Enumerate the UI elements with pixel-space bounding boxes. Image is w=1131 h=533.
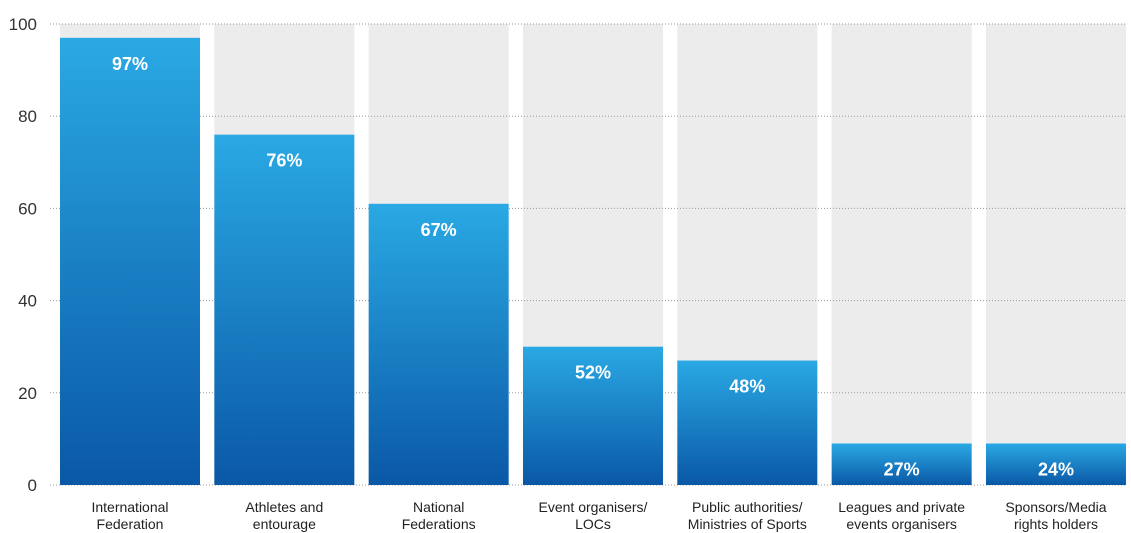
x-category-label-line: Federation [97,516,164,532]
x-category-label-line: LOCs [575,516,611,532]
bar [985,443,1126,485]
data-label: 97% [112,54,148,74]
y-tick-label: 40 [18,292,37,311]
x-axis-categories: International Federation Athletes and entou… [91,499,1106,532]
x-category-label: National Federations [402,499,476,532]
x-category-label-line: Leagues and private [838,499,965,515]
x-category-label-line: Sponsors/Media [1005,499,1106,515]
data-labels: 97% 76% 67% 52% 48% 27% 24% [112,54,1074,480]
bar [368,203,509,486]
x-category-label-line: International [91,499,168,515]
y-tick-label: 0 [28,476,37,495]
bar [214,134,355,485]
x-category-label: Athletes and entourage [245,499,323,532]
bar [677,360,818,485]
data-label: 48% [729,377,765,397]
x-category-label: Leagues and private events organisers [838,499,965,532]
data-label: 24% [1038,460,1074,480]
x-category-label-line: Federations [402,516,476,532]
x-category-label: International Federation [91,499,168,532]
y-tick-label: 100 [9,15,37,34]
data-label: 67% [421,220,457,240]
y-tick-label: 80 [18,107,37,126]
y-axis-ticks: 0 20 40 60 80 100 [9,15,37,495]
x-category-label-line: National [413,499,464,515]
bar [831,443,972,485]
x-category-label-line: Ministries of Sports [688,516,807,532]
background-column [831,24,972,485]
x-category-label: Public authorities/Ministries of Sports [688,499,807,532]
data-label: 76% [266,151,302,171]
x-category-label-line: Public authorities/ [692,499,803,515]
x-category-label: Event organisers/LOCs [539,499,648,532]
x-category-label-line: Athletes and [245,499,323,515]
x-category-label-line: Event organisers/ [539,499,648,515]
bars [60,37,1126,486]
bar [60,37,200,486]
x-category-label-line: entourage [253,516,316,532]
y-tick-label: 20 [18,384,37,403]
background-column [985,24,1126,485]
data-label: 27% [884,460,920,480]
bar [522,346,663,485]
x-category-label-line: rights holders [1014,516,1098,532]
data-label: 52% [575,363,611,383]
x-category-label-line: events organisers [846,516,957,532]
x-category-label: Sponsors/Media rights holders [1005,499,1106,532]
y-tick-label: 60 [18,199,37,218]
